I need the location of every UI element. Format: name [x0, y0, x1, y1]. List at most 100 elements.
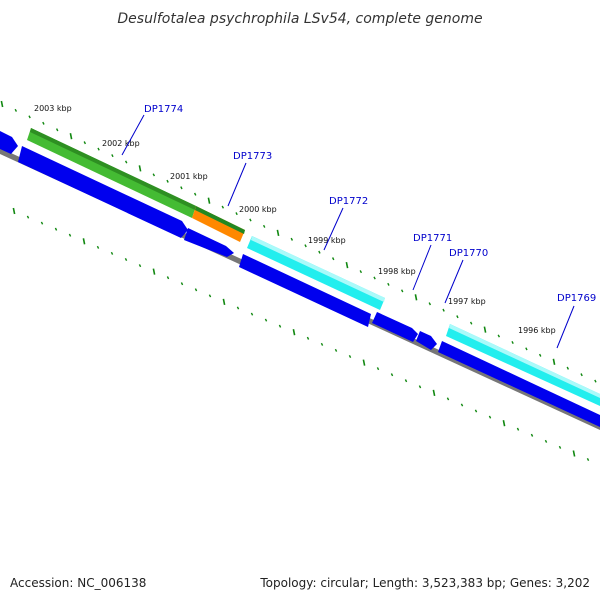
- inner-ticks-tick: [82, 238, 86, 245]
- outer-ticks-tick: [14, 108, 18, 112]
- outer-ticks-tick: [456, 315, 459, 319]
- leader-dp1773: [227, 162, 247, 207]
- ruler-label-1999: 1999 kbp: [308, 236, 346, 245]
- outer-ticks-tick: [414, 294, 418, 301]
- accession-label: Accession: NC_006138: [10, 576, 147, 590]
- inner-ticks-tick: [390, 373, 394, 377]
- outer-ticks-tick: [373, 276, 376, 280]
- inner-ticks-tick: [572, 450, 576, 457]
- ruler-label-2000: 2000 kbp: [239, 205, 277, 214]
- cds-arrow-dp1774[interactable]: [18, 146, 188, 238]
- gene-labels: DP1774 DP1773 DP1772 DP1771 DP1770 DP176…: [144, 104, 596, 304]
- inner-tick-ring: [12, 207, 590, 462]
- inner-ticks-tick: [278, 324, 282, 328]
- inner-ticks-tick: [180, 282, 184, 286]
- outer-ticks-tick: [359, 270, 363, 274]
- inner-ticks-tick: [26, 215, 30, 219]
- cds-arrow-dp1773[interactable]: [184, 228, 234, 257]
- inner-ticks-tick: [362, 359, 366, 366]
- outer-ticks-tick: [525, 347, 528, 351]
- inner-ticks-tick: [194, 288, 198, 292]
- outer-ticks-tick: [235, 212, 238, 216]
- gene-label-dp1770[interactable]: DP1770: [449, 248, 488, 259]
- inner-ticks-tick: [96, 245, 100, 249]
- gene-label-dp1769[interactable]: DP1769: [557, 293, 596, 304]
- inner-ticks-tick: [110, 251, 114, 255]
- outer-ticks-tick: [97, 147, 100, 151]
- inner-ticks-tick: [236, 306, 240, 310]
- outer-ticks-tick: [42, 121, 45, 125]
- outer-ticks-tick: [304, 244, 307, 248]
- gene-label-dp1771[interactable]: DP1771: [413, 233, 452, 244]
- inner-ticks-tick: [446, 397, 450, 401]
- inner-ticks-tick: [418, 385, 422, 389]
- cds-arrow-dp1772[interactable]: [239, 254, 371, 327]
- leader-dp1772: [323, 207, 344, 251]
- outer-ticks-tick: [400, 289, 404, 293]
- map-title: Desulfotalea psychrophila LSv54, complet…: [117, 11, 482, 27]
- cds-arrow-dp1769[interactable]: [438, 341, 600, 427]
- gene-label-dp1773[interactable]: DP1773: [233, 151, 272, 162]
- outer-ticks-tick: [69, 133, 73, 140]
- leader-dp1769: [556, 305, 575, 349]
- inner-ticks-tick: [40, 221, 44, 225]
- feature-bar-dp1772[interactable]: [247, 236, 385, 310]
- ruler-label-1998: 1998 kbp: [378, 267, 416, 276]
- outer-ticks-tick: [594, 379, 597, 383]
- outer-ticks-tick: [290, 237, 294, 241]
- outer-ticks-tick: [180, 186, 183, 190]
- outer-ticks-tick: [262, 224, 266, 228]
- leader-dp1774: [121, 114, 145, 156]
- feature-bar-dp1769[interactable]: [446, 324, 600, 406]
- leader-dp1770: [444, 259, 464, 304]
- inner-ticks-tick: [152, 268, 156, 275]
- topology-summary: Topology: circular; Length: 3,523,383 bp…: [260, 576, 590, 590]
- inner-ticks-tick: [334, 348, 338, 352]
- ruler-label-2002: 2002 kbp: [102, 139, 140, 148]
- gene-label-dp1772[interactable]: DP1772: [329, 196, 368, 207]
- inner-ticks-tick: [432, 389, 436, 397]
- inner-ticks-tick: [264, 318, 268, 322]
- inner-ticks-tick: [544, 439, 548, 443]
- inner-ticks-tick: [530, 433, 534, 437]
- inner-ticks-tick: [488, 415, 492, 419]
- inner-ticks-tick: [474, 409, 478, 413]
- cds-arrow-dp1770[interactable]: [416, 331, 437, 350]
- outer-ticks-tick: [497, 334, 501, 338]
- outer-ticks-tick: [55, 128, 59, 132]
- gene-leader-lines: [121, 114, 575, 349]
- inner-ticks-tick: [208, 294, 212, 298]
- outer-ticks-tick: [221, 205, 225, 209]
- outer-ticks-tick: [166, 179, 169, 183]
- outer-ticks-tick: [387, 282, 390, 286]
- feature-bar-dp1773-shade: [195, 206, 245, 234]
- ruler-label-1996: 1996 kbp: [518, 326, 556, 335]
- feature-bar-dp1774-shade: [30, 128, 196, 210]
- inner-ticks-tick: [404, 379, 408, 383]
- cds-arrow-left-edge[interactable]: [0, 131, 18, 154]
- inner-ticks-tick: [502, 420, 506, 427]
- inner-ticks-tick: [222, 298, 226, 306]
- cds-arrow-dp1771[interactable]: [372, 312, 418, 342]
- outer-ticks-tick: [124, 160, 128, 164]
- gene-label-dp1774[interactable]: DP1774: [144, 104, 183, 115]
- outer-ticks-tick: [152, 173, 156, 177]
- inner-ticks-tick: [460, 403, 464, 407]
- inner-ticks-tick: [306, 336, 310, 340]
- inner-ticks-tick: [138, 264, 142, 268]
- inner-ticks-tick: [586, 457, 590, 462]
- feature-bar-dp1769-shade: [449, 324, 600, 398]
- outer-ticks-tick: [469, 321, 473, 325]
- ruler-label-2003: 2003 kbp: [34, 104, 72, 113]
- outer-tick-ring: [0, 100, 597, 383]
- ruler-labels: 2003 kbp 2002 kbp 2001 kbp 2000 kbp 1999…: [34, 104, 556, 335]
- inner-ticks-tick: [250, 312, 254, 316]
- outer-ticks-tick: [28, 115, 31, 119]
- outer-ticks-tick: [483, 326, 487, 333]
- outer-ticks-tick: [428, 302, 432, 306]
- inner-ticks-tick: [516, 427, 520, 431]
- outer-ticks-tick: [345, 261, 349, 269]
- outer-ticks-tick: [193, 192, 197, 196]
- ruler-label-1997: 1997 kbp: [448, 297, 486, 306]
